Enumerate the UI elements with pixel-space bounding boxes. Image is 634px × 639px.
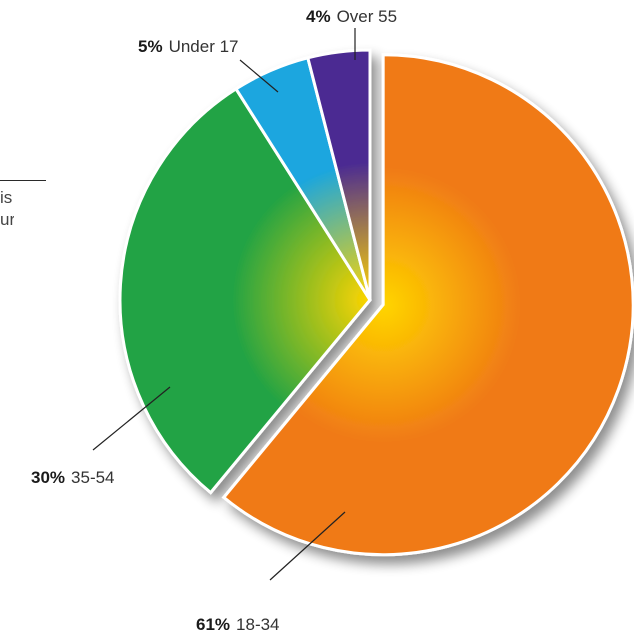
side-fragment-line-1: is	[0, 188, 13, 207]
slice-label-0: 61% 18-34	[196, 615, 280, 634]
leader-line-0	[269, 511, 346, 581]
pie-slice-18-34	[221, 53, 634, 557]
leader-line-2	[239, 59, 279, 93]
slice-percent-label: 5%	[138, 37, 163, 56]
slice-percent-label: 30%	[31, 468, 65, 487]
slice-label-3: 4% Over 55	[306, 7, 397, 26]
slice-category-label: Under 17	[169, 37, 239, 56]
slice-percent-label: 4%	[306, 7, 331, 26]
side-fragment-line-2: ur	[0, 210, 14, 229]
slice-category-label: Over 55	[337, 7, 397, 26]
slice-category-label: 35-54	[71, 468, 114, 487]
slice-percent-label: 61%	[196, 615, 230, 634]
pie-slice-35-54	[118, 86, 372, 495]
leader-line-1	[92, 386, 171, 451]
slice-category-label: 18-34	[236, 615, 279, 634]
slice-label-2: 5% Under 17	[138, 37, 239, 56]
slice-label-1: 30% 35-54	[31, 468, 115, 487]
side-divider-line	[0, 180, 46, 181]
pie-slice-over-55	[306, 48, 372, 301]
